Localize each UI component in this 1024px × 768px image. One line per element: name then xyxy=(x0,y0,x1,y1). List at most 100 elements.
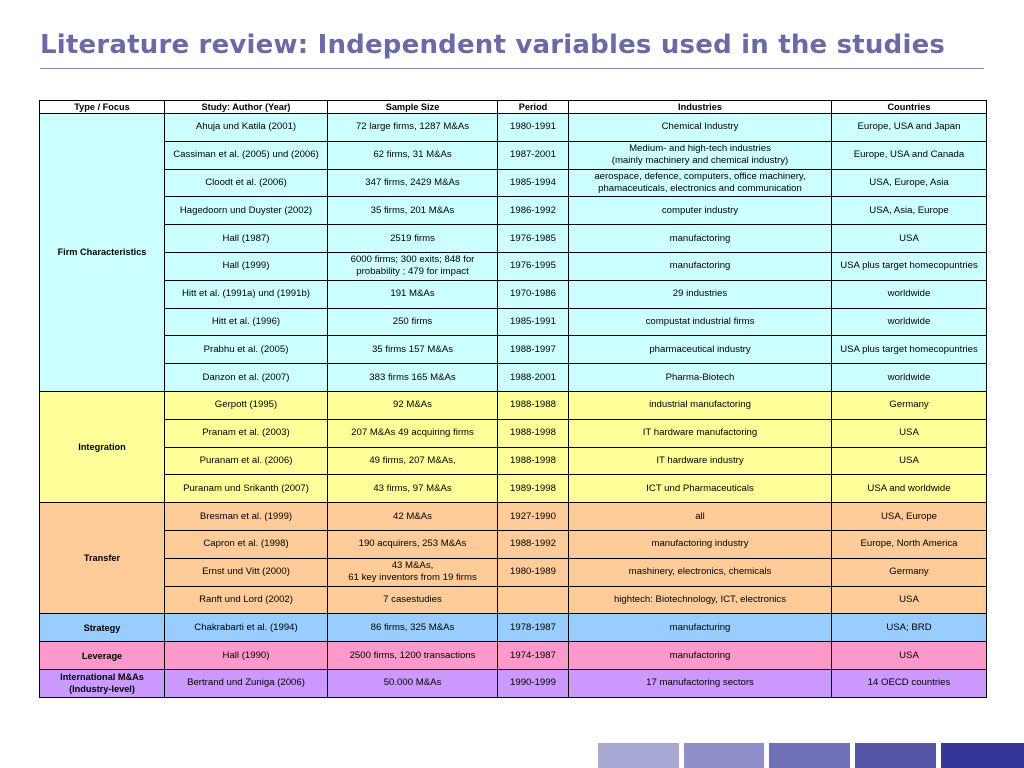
industries-cell-line: phamaceuticals, electronics and communic… xyxy=(598,182,802,194)
study-cell: Hall (1990) xyxy=(164,641,328,670)
countries-cell: worldwide xyxy=(831,363,987,392)
industries-cell-line: manufactoring xyxy=(669,649,731,661)
study-cell: Capron et al. (1998) xyxy=(164,529,328,559)
study-cell: Cloodt et al. (2006) xyxy=(164,168,328,198)
sample-size-cell: 72 large firms, 1287 M&As xyxy=(327,113,498,142)
study-cell: Puranam und Srikanth (2007) xyxy=(164,474,328,504)
industries-cell: aerospace, defence, computers, office ma… xyxy=(568,168,832,198)
industries-cell-line: ICT und Pharmaceuticals xyxy=(646,482,754,494)
slide-title: Literature review: Independent variables… xyxy=(40,30,946,60)
sample-size-cell-line: 35 firms, 201 M&As xyxy=(370,204,455,216)
countries-cell: USA xyxy=(831,585,987,615)
table-row: Transfer Bresman et al. (1999) 42 M&As 1927… xyxy=(39,502,987,615)
focus-cell-firm-characteristics: Firm Characteristics xyxy=(39,113,165,392)
table-row: Firm Characteristics Ahuja und Katila (20… xyxy=(39,113,987,392)
table-row: Pranam et al. (2003) 207 M&As 49 acquirin… xyxy=(40,418,987,448)
countries-cell: USA and worldwide xyxy=(831,474,987,504)
focus-cell-international-mas: International M&As (Industry-level) xyxy=(39,668,165,698)
focus-label: International M&As xyxy=(60,672,144,683)
sample-size-cell-line: 43 M&As, xyxy=(391,560,434,572)
industries-cell: IT hardware industry xyxy=(568,446,832,476)
sample-size-cell-line: 61 key inventors from 19 firms xyxy=(348,572,477,584)
industries-cell: pharmaceutical industry xyxy=(568,335,832,365)
focus-label: Integration xyxy=(78,442,126,453)
period-cell: 1989-1998 xyxy=(497,474,569,504)
table-row: Hall (1999) 6000 firms; 300 exits; 848 fo… xyxy=(40,251,987,281)
industries-cell-line: 29 industries xyxy=(672,288,728,300)
study-cell: Ranft und Lord (2002) xyxy=(164,585,328,615)
countries-cell: Germany xyxy=(831,557,987,587)
industries-cell: manufactoring xyxy=(568,251,832,281)
study-cell: Pranam et al. (2003) xyxy=(164,418,328,448)
period-cell: 1978-1987 xyxy=(497,613,569,643)
period-cell: 1980-1991 xyxy=(497,113,569,142)
footer-block xyxy=(684,743,764,768)
sample-size-cell: 49 firms, 207 M&As, xyxy=(327,446,498,476)
study-cell: Bertrand und Zuniga (2006) xyxy=(164,668,328,698)
countries-cell: USA xyxy=(831,641,987,670)
table-row: Prabhu et al. (2005) 35 firms 157 M&As 198… xyxy=(40,335,987,365)
industries-cell: industrial manufactoring xyxy=(568,390,832,420)
study-cell: Gerpott (1995) xyxy=(164,390,328,420)
table-row: Cassiman et al. (2005) und (2006) 62 firm… xyxy=(40,140,987,170)
sample-size-cell-line: 250 firms xyxy=(392,315,433,327)
industries-cell: compustat industrial firms xyxy=(568,307,832,337)
sample-size-cell-line: 2500 firms, 1200 transactions xyxy=(349,649,476,661)
period-cell: 1988-1997 xyxy=(497,335,569,365)
focus-label: Strategy xyxy=(83,622,121,633)
focus-cell-integration: Integration xyxy=(39,390,165,504)
table-row: Hitt et al. (1996) 250 firms 1985-1991 comp… xyxy=(40,307,987,337)
table-row: Cloodt et al. (2006) 347 firms, 2429 M&As… xyxy=(40,168,987,198)
table-row: Hagedoorn und Duyster (2002) 35 firms, 20… xyxy=(40,196,987,226)
industries-cell-line: mashinery, electronics, chemicals xyxy=(628,566,772,578)
period-cell: 1986-1992 xyxy=(497,196,569,226)
header-study: Study: Author (Year) xyxy=(164,100,328,114)
footer-block xyxy=(769,743,850,768)
period-cell: 1990-1999 xyxy=(497,668,569,698)
countries-cell: USA, Asia, Europe xyxy=(831,196,987,226)
sample-size-cell: 43 M&As, 61 key inventors from 19 firms xyxy=(327,557,498,587)
industries-cell: 29 industries xyxy=(568,279,832,309)
industries-cell-line: Pharma-Biotech xyxy=(665,371,735,383)
period-cell: 1988-2001 xyxy=(497,363,569,392)
period-cell: 1980-1989 xyxy=(497,557,569,587)
table-row: Strategy Chakrabarti et al. (1994) 86 firm… xyxy=(39,613,987,643)
industries-cell-line: (mainly machinery and chemical industry) xyxy=(611,155,789,167)
sample-size-cell: 250 firms xyxy=(327,307,498,337)
sample-size-cell-line: 207 M&As 49 acquiring firms xyxy=(351,427,474,439)
literature-table: Type / Focus Study: Author (Year) Sample… xyxy=(39,100,987,698)
industries-cell-line: pharmaceutical industry xyxy=(649,343,751,355)
study-cell: Cassiman et al. (2005) und (2006) xyxy=(164,140,328,170)
industries-cell: manufactoring xyxy=(568,641,832,670)
sample-size-cell-line: 2519 firms xyxy=(390,232,435,244)
study-cell: Ernst und Vitt (2000) xyxy=(164,557,328,587)
industries-cell-line: all xyxy=(695,510,705,522)
study-cell: Hall (1999) xyxy=(164,251,328,281)
industries-cell-line: manufactoring xyxy=(669,232,731,244)
sample-size-cell-line: 49 firms, 207 M&As, xyxy=(369,454,456,466)
countries-cell: USA xyxy=(831,224,987,253)
sample-size-cell: 86 firms, 325 M&As xyxy=(327,613,498,643)
industries-cell: Pharma-Biotech xyxy=(568,363,832,392)
countries-cell: Germany xyxy=(831,390,987,420)
sample-size-cell-line: 86 firms, 325 M&As xyxy=(370,621,455,633)
sample-size-cell: 35 firms, 201 M&As xyxy=(327,196,498,226)
sample-size-cell: 92 M&As xyxy=(327,390,498,420)
countries-cell: USA; BRD xyxy=(831,613,987,643)
table-row: Hall (1987) 2519 firms 1976-1985 manufactor… xyxy=(40,224,987,253)
countries-cell: USA, Europe, Asia xyxy=(831,168,987,198)
sample-size-cell: 50.000 M&As xyxy=(327,668,498,698)
study-cell: Hagedoorn und Duyster (2002) xyxy=(164,196,328,226)
industries-cell: ICT und Pharmaceuticals xyxy=(568,474,832,504)
sample-size-cell-line: probability ; 479 for impact xyxy=(356,266,469,278)
period-cell xyxy=(497,585,569,615)
sample-size-cell: 43 firms, 97 M&As xyxy=(327,474,498,504)
focus-label: Firm Characteristics xyxy=(57,247,147,258)
sample-size-cell: 383 firms 165 M&As xyxy=(327,363,498,392)
industries-cell-line: Chemical Industry xyxy=(661,121,739,133)
countries-cell: worldwide xyxy=(831,279,987,309)
sample-size-cell: 2519 firms xyxy=(327,224,498,253)
industries-cell: manufactoring xyxy=(568,224,832,253)
sample-size-cell-line: 7 casestudies xyxy=(383,593,442,605)
industries-cell: manufacturing xyxy=(568,613,832,643)
